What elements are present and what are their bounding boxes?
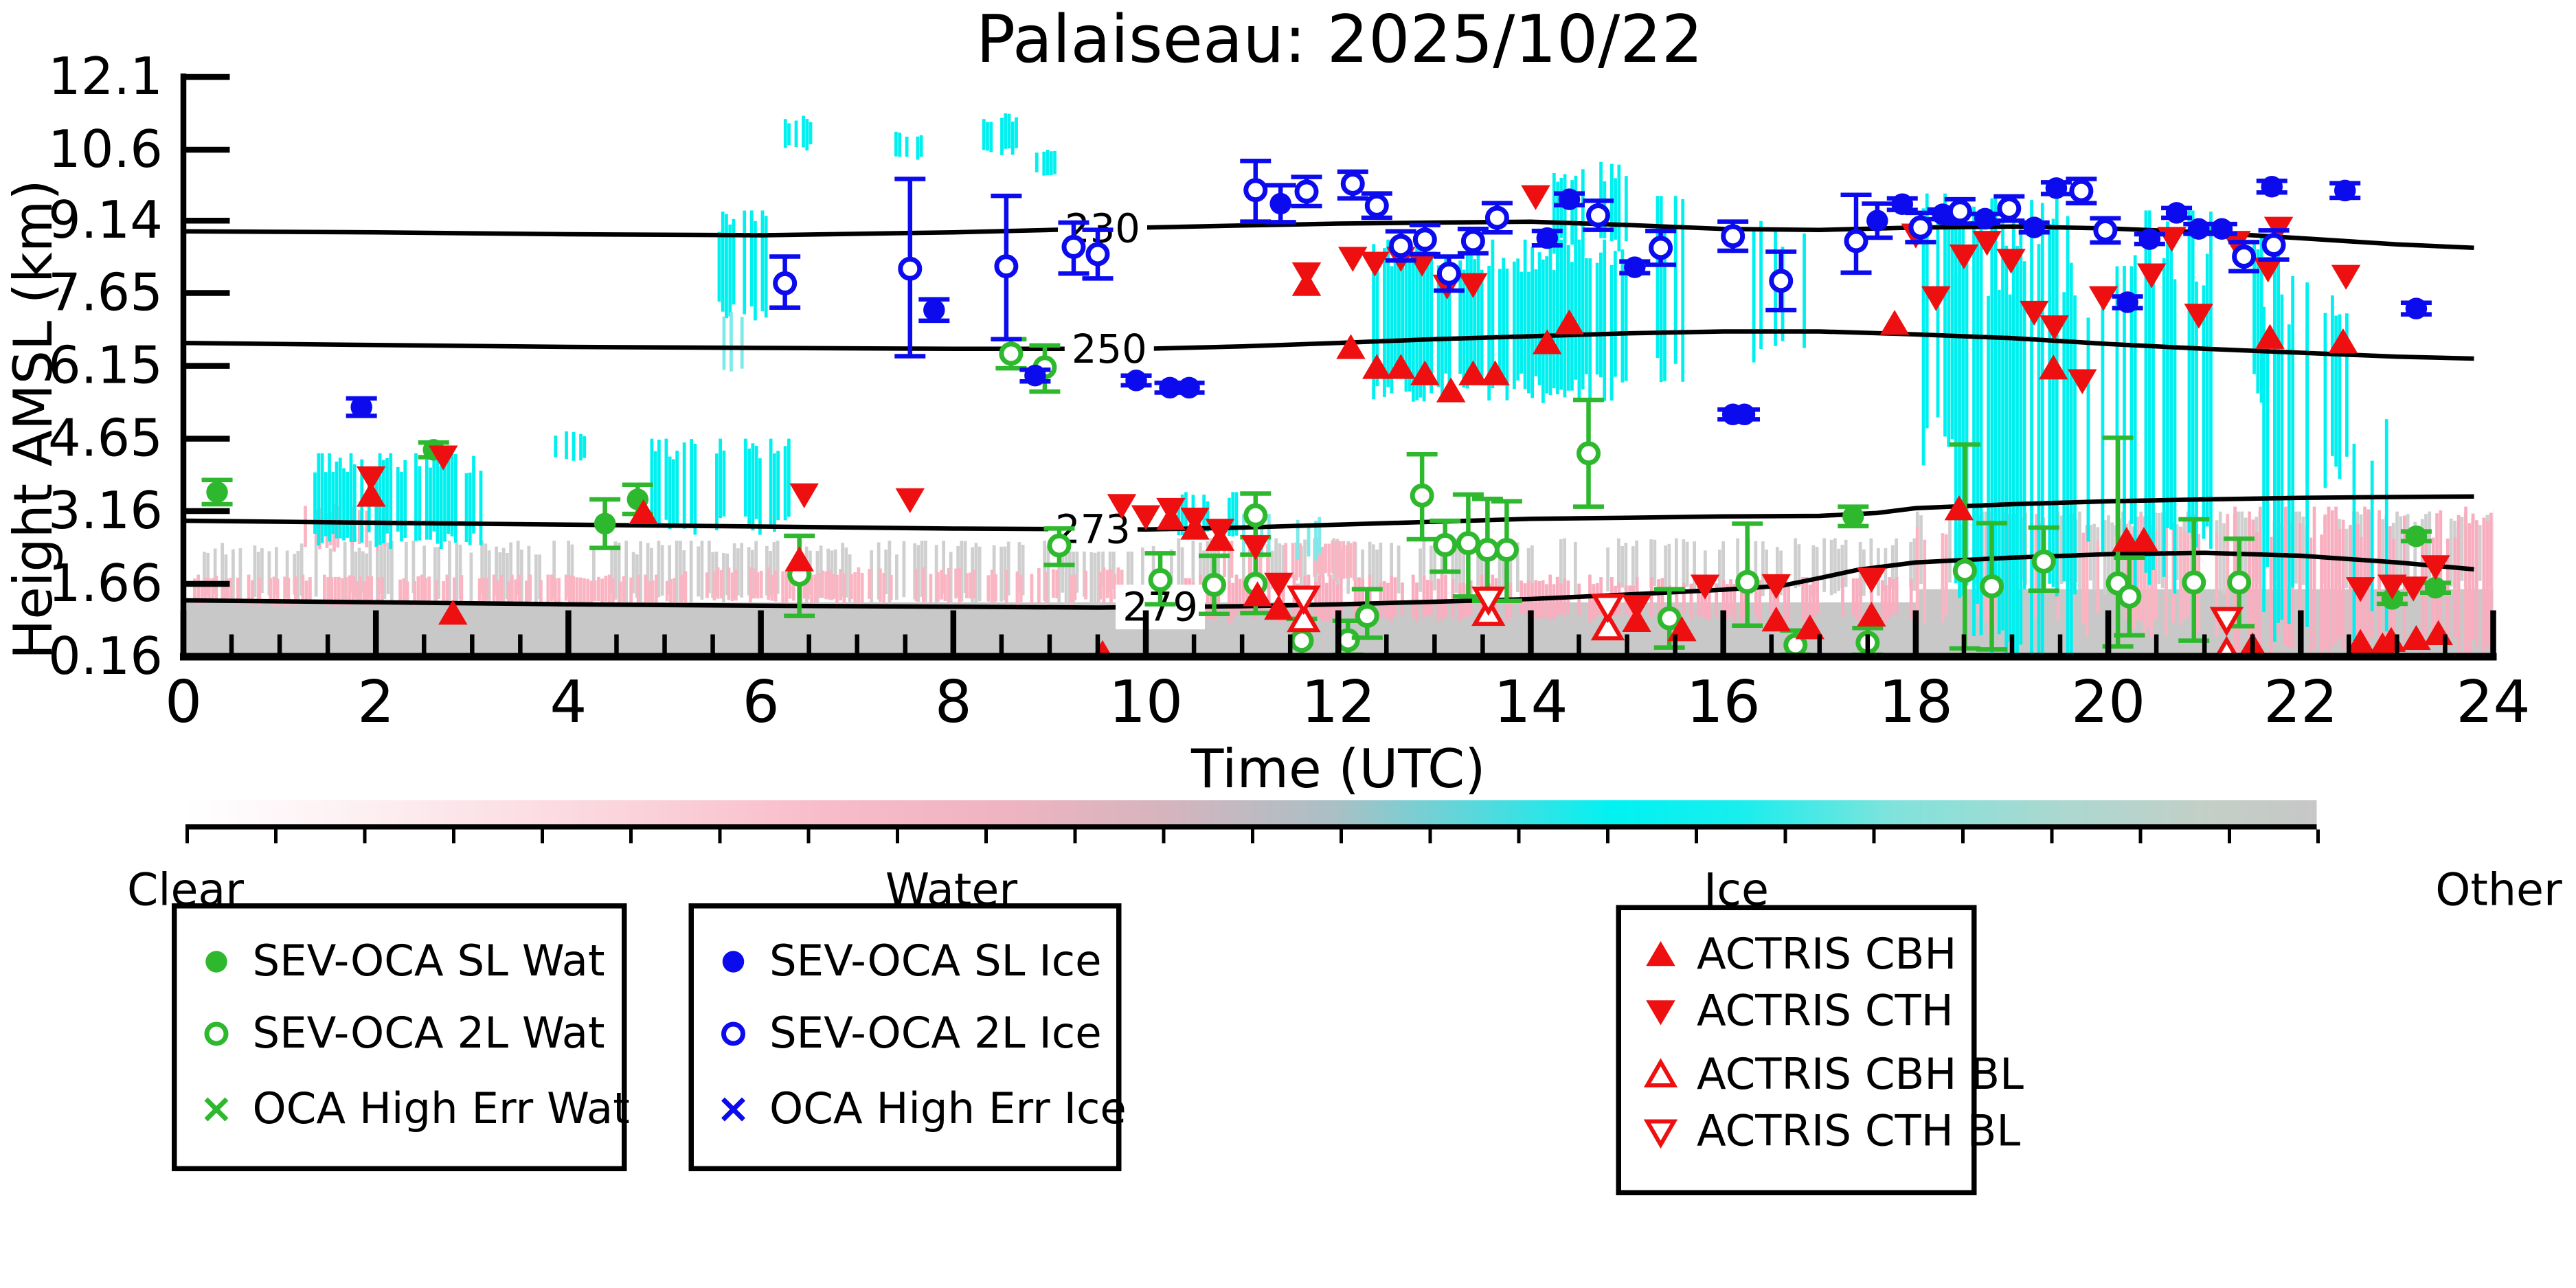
x-tick-label: 22: [2263, 668, 2338, 736]
scatter-series: [201, 159, 2453, 661]
series-sev-oca-sl-wat: [201, 439, 2451, 610]
legend-item: SEV-OCA 2L Ice: [711, 1008, 1102, 1059]
x-tick-label: 24: [2456, 668, 2530, 736]
legend-item: OCA High Err Ice: [711, 1083, 1127, 1134]
triangle-down-open-red-icon: [1643, 1118, 1678, 1148]
x-tick-label: 2: [357, 668, 394, 736]
x-tick-label: 8: [935, 668, 972, 736]
triangle-up-open-red-icon: [1643, 1057, 1678, 1087]
y-tick-label: 12.1: [48, 46, 163, 106]
series-sev-oca-sl-ice: [346, 176, 2432, 426]
legend-label: OCA High Err Ice: [769, 1083, 1127, 1134]
y-tick-label: 0.16: [48, 626, 163, 686]
legend-label: SEV-OCA SL Wat: [252, 936, 605, 986]
x-axis-label: Time (UTC): [1190, 738, 1485, 799]
legend-label: SEV-OCA 2L Ice: [769, 1008, 1102, 1059]
y-tick-label: 10.6: [48, 119, 163, 179]
legend-label: ACTRIS CTH: [1697, 986, 1954, 1036]
y-tick-label: 9.14: [48, 190, 163, 250]
x-tick-label: 4: [550, 668, 587, 736]
y-tick-label: 4.65: [48, 408, 163, 468]
circle-filled-blue-icon: [722, 950, 745, 972]
legend-item: SEV-OCA SL Ice: [711, 936, 1102, 986]
legend-item: SEV-OCA SL Wat: [194, 936, 605, 986]
legend-box-water: SEV-OCA SL Wat SEV-OCA 2L Wat OCA High E…: [172, 903, 630, 1171]
legend-label: SEV-OCA SL Ice: [769, 936, 1102, 986]
circle-open-blue-icon: [721, 1021, 745, 1046]
circle-filled-green-icon: [205, 950, 227, 972]
legend-item: ACTRIS CTH BL: [1638, 1106, 2020, 1156]
legend-label: OCA High Err Wat: [252, 1083, 630, 1134]
plot-area: 23025027327912.110.69.147.656.154.653.16…: [48, 46, 2531, 799]
legend-label: ACTRIS CBH BL: [1697, 1049, 2024, 1100]
y-tick-label: 3.16: [48, 480, 163, 541]
series-actris-cbh: [356, 271, 2453, 661]
colorbar-gradient: [185, 800, 2317, 830]
legend-label: SEV-OCA 2L Wat: [252, 1008, 605, 1059]
axes: 12.110.69.147.656.154.653.161.660.160 2 4 6…: [48, 46, 2531, 799]
chart-title: Palaiseau: 2025/10/22: [975, 1, 1704, 78]
series-actris-cth-bl: [1287, 585, 2244, 637]
circle-open-green-icon: [204, 1021, 229, 1046]
series-sev-oca-2l-ice: [769, 159, 2290, 359]
x-blue-icon: [721, 1096, 745, 1121]
contour-label-box: [1064, 326, 1154, 372]
x-tick-label: 14: [1493, 668, 1568, 736]
y-tick-label: 6.15: [48, 335, 163, 396]
legend-item: ACTRIS CTH: [1638, 986, 1954, 1036]
legend-item: OCA High Err Wat: [194, 1083, 630, 1134]
legend-item: ACTRIS CBH: [1638, 929, 1957, 980]
legend-label: ACTRIS CTH BL: [1697, 1106, 2021, 1156]
legend-item: SEV-OCA 2L Wat: [194, 1008, 605, 1059]
x-tick-label: 16: [1686, 668, 1761, 736]
x-tick-label: 18: [1879, 668, 1953, 736]
colorbar-label-other: Other: [2435, 866, 2562, 917]
x-tick-label: 6: [743, 668, 780, 736]
y-tick-label: 7.65: [48, 262, 163, 323]
triangle-down-filled-red-icon: [1646, 999, 1675, 1025]
x-green-icon: [204, 1096, 229, 1121]
triangle-up-filled-red-icon: [1646, 940, 1675, 965]
x-tick-label: 12: [1301, 668, 1375, 736]
y-axis-label: Height AMSL (km): [3, 179, 65, 659]
legend-box-ice: SEV-OCA SL Ice SEV-OCA 2L Ice OCA High E…: [688, 903, 1127, 1171]
legend-label: ACTRIS CBH: [1697, 929, 1957, 980]
x-tick-label: 10: [1109, 668, 1183, 736]
x-tick-label: 20: [2071, 668, 2145, 736]
x-tick-label: 0: [165, 668, 202, 736]
colorbar-ticks: [185, 829, 2320, 844]
legend-box-actris: ACTRIS CBH ACTRIS CTH ACTRIS CBH BL ACTR…: [1616, 905, 2024, 1195]
legend-item: ACTRIS CBH BL: [1638, 1049, 2024, 1100]
contour-label: 250: [1072, 326, 1147, 372]
y-tick-label: 1.66: [48, 553, 163, 613]
